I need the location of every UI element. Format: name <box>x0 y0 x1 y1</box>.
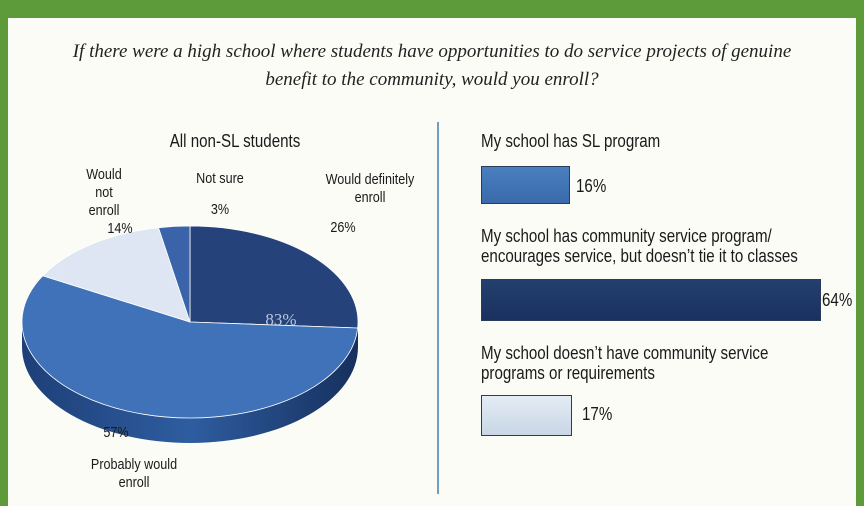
slice-value-would-definitely: 26% <box>330 219 356 236</box>
bar-label-sl-program: My school has SL program <box>481 131 661 151</box>
slice-label-would-not-enroll: Would not enroll <box>70 166 137 220</box>
bar-value-community-service: 64% <box>822 290 853 310</box>
pie-title: All non-SL students <box>169 131 301 151</box>
bar-value-sl-program: 16% <box>576 176 607 196</box>
slice-label-probably: Probably would enroll <box>75 456 193 492</box>
bar-community-service <box>481 279 821 321</box>
slice-label-would-definitely: Would definitely enroll <box>311 171 429 207</box>
bar-no-program <box>481 395 572 436</box>
left-frame-border <box>0 18 8 506</box>
slice-label-text: Would not enroll <box>86 166 122 219</box>
pie-center-label: 83% <box>265 310 297 329</box>
slice-value-probably: 57% <box>103 424 129 441</box>
top-accent-bar <box>0 0 864 18</box>
slice-would-not <box>42 227 191 323</box>
bar-label-community-service: My school has community service program/… <box>481 226 825 266</box>
bar-label-text: My school doesn’t have community service… <box>481 343 769 383</box>
bar-value-no-program: 17% <box>582 404 613 424</box>
pie-side <box>22 322 358 443</box>
slice-value-would-not-enroll: 14% <box>107 220 133 237</box>
slice-value-not-sure: 3% <box>210 201 230 218</box>
survey-question: If there were a high school where studen… <box>72 41 792 90</box>
right-frame-border <box>856 18 864 506</box>
slice-label-text: Probably would enroll <box>90 456 178 491</box>
slice-probably <box>21 275 359 419</box>
section-divider <box>437 122 439 494</box>
bar-label-no-program: My school doesn’t have community service… <box>481 343 800 383</box>
slice-would-definitely <box>189 225 359 329</box>
bar-label-text: My school has community service program/… <box>481 226 798 266</box>
bar-sl-program <box>481 166 570 204</box>
slice-label-text: Would definitely enroll <box>325 171 415 206</box>
slice-not-sure <box>157 225 191 323</box>
slice-label-not-sure: Not sure <box>196 170 244 187</box>
